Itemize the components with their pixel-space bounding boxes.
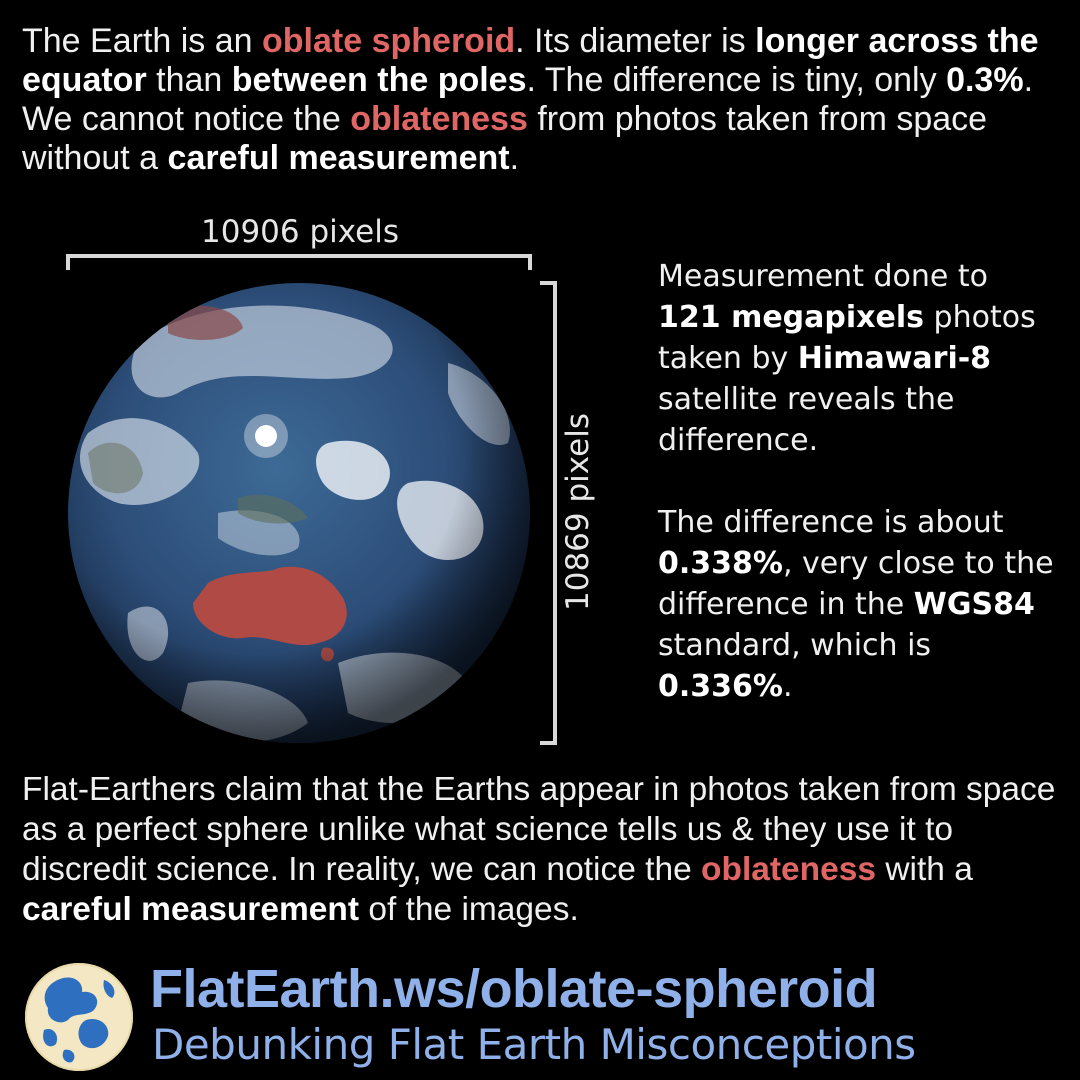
outro-text: of the images. xyxy=(359,891,579,928)
bold-percent: 0.3% xyxy=(946,61,1024,99)
width-label: 10906 pixels xyxy=(201,214,399,250)
height-label: 10869 pixels xyxy=(560,413,596,611)
intro-text: from photos taken from space without a xyxy=(22,100,988,177)
side-text: satellite reveals the difference. xyxy=(658,382,955,458)
intro-text: than xyxy=(146,61,232,99)
outro-paragraph: Flat-Earthers claim that the Earths appe… xyxy=(22,770,1072,930)
bold-wgs84: WGS84 xyxy=(913,587,1035,622)
bold-between-poles: between the poles xyxy=(231,61,527,99)
side-text: Measurement done to xyxy=(658,259,989,294)
outro-text: Flat-Earthers claim that the Earths appe… xyxy=(22,771,1056,888)
bold-satellite: Himawari-8 xyxy=(797,341,992,376)
bold-standard-difference: 0.336% xyxy=(658,669,783,704)
side-text: . xyxy=(782,669,793,704)
bold-careful-measurement-2: careful measurement xyxy=(22,891,360,928)
side-text: , very close to the difference in the xyxy=(658,546,1054,622)
difference-note: The difference is about 0.338%, very clo… xyxy=(658,502,1058,707)
bold-measured-difference: 0.338% xyxy=(658,546,783,581)
intro-text: The Earth is an xyxy=(22,22,263,60)
highlight-oblate-spheroid: oblate spheroid xyxy=(262,22,516,60)
intro-text: . xyxy=(509,139,520,177)
measurement-note: Measurement done to 121 megapixels photo… xyxy=(658,256,1058,461)
intro-text: . We cannot notice the xyxy=(22,61,1034,138)
brand-tagline: Debunking Flat Earth Misconceptions xyxy=(152,1020,916,1069)
side-text: The difference is about xyxy=(658,505,1004,540)
side-text: photos taken by xyxy=(658,300,1036,376)
intro-text: . The difference is tiny, only xyxy=(526,61,947,99)
bold-megapixels: 121 megapixels xyxy=(658,300,924,335)
highlight-oblateness: oblateness xyxy=(350,100,528,138)
bold-careful-measurement: careful measurement xyxy=(167,139,510,177)
earth-globe-image xyxy=(68,283,530,743)
globe-logo-icon xyxy=(25,963,133,1071)
outro-text: with a xyxy=(876,851,973,888)
brand-url: FlatEarth.ws/oblate-spheroid xyxy=(150,959,878,1019)
side-text: standard, which is xyxy=(658,628,932,663)
bold-longer-equator: longer across the equator xyxy=(22,22,1039,99)
intro-text: . Its diameter is xyxy=(515,22,756,60)
intro-paragraph: The Earth is an oblate spheroid. Its dia… xyxy=(22,22,1062,178)
highlight-oblateness-2: oblateness xyxy=(701,851,877,888)
